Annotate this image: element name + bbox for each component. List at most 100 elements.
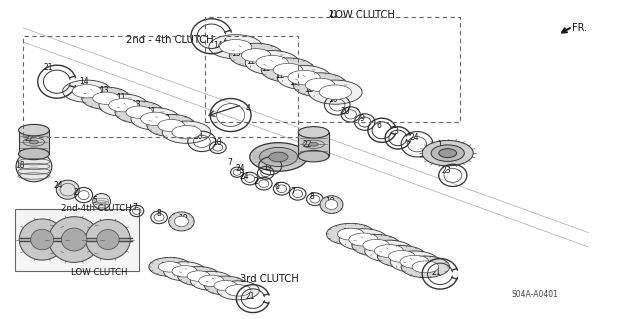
Ellipse shape [187,271,211,281]
Text: 13: 13 [161,262,170,271]
Ellipse shape [19,219,65,260]
Ellipse shape [131,108,179,130]
Ellipse shape [217,281,259,300]
Ellipse shape [388,250,415,262]
Bar [15,209,140,271]
Ellipse shape [298,151,329,162]
Ellipse shape [126,106,152,118]
Text: 11: 11 [116,93,125,102]
Text: 8: 8 [157,209,161,218]
Text: 1: 1 [438,141,442,150]
Text: 13: 13 [261,63,271,72]
Ellipse shape [115,101,164,123]
Text: 7: 7 [291,187,296,196]
Ellipse shape [72,85,102,98]
Ellipse shape [214,280,237,291]
Text: 14: 14 [79,77,88,86]
Text: 19: 19 [178,214,188,223]
Ellipse shape [390,251,439,272]
Text: 22: 22 [25,134,34,143]
Text: 24: 24 [410,133,419,142]
Ellipse shape [163,121,211,143]
Ellipse shape [349,233,378,246]
Text: 13: 13 [215,281,225,290]
Text: 11: 11 [393,251,403,260]
Ellipse shape [273,63,303,77]
Ellipse shape [412,261,438,273]
Text: 2: 2 [254,177,259,186]
Text: 2nd - 4th CLUTCH: 2nd - 4th CLUTCH [126,35,214,45]
Text: 8: 8 [310,192,315,201]
Text: 13: 13 [161,114,170,123]
Text: 21: 21 [245,292,255,301]
Ellipse shape [169,212,194,231]
Ellipse shape [86,219,131,260]
Text: 21: 21 [44,63,53,72]
Text: 13: 13 [131,100,141,109]
Text: 13: 13 [290,78,300,87]
Text: 6: 6 [376,121,381,130]
Text: S04A-A0401: S04A-A0401 [511,290,559,299]
Ellipse shape [320,196,343,213]
Ellipse shape [319,85,351,100]
Text: 7: 7 [132,203,137,212]
Ellipse shape [93,92,120,104]
Text: 11: 11 [202,276,211,285]
Ellipse shape [269,152,288,162]
Ellipse shape [199,275,224,286]
Text: 2nd-4th CLUTCH: 2nd-4th CLUTCH [61,204,132,213]
Text: 13: 13 [405,257,415,266]
Ellipse shape [82,87,131,109]
Bar [19,130,49,154]
Ellipse shape [256,56,288,70]
Ellipse shape [19,124,49,136]
Ellipse shape [241,49,271,62]
Ellipse shape [63,80,111,102]
Ellipse shape [277,65,331,90]
Ellipse shape [325,200,338,210]
Ellipse shape [61,228,87,251]
Text: 24: 24 [53,181,63,190]
Text: 3rd CLUTCH: 3rd CLUTCH [239,274,298,284]
Text: 22: 22 [303,140,312,149]
Ellipse shape [288,70,320,85]
Ellipse shape [378,246,426,267]
Text: 21: 21 [431,268,441,277]
Ellipse shape [298,127,329,138]
Ellipse shape [158,262,182,272]
Text: 13: 13 [99,86,109,95]
Text: 12: 12 [304,85,313,94]
Text: LOW CLUTCH: LOW CLUTCH [330,10,394,20]
Text: 2: 2 [74,188,79,197]
Text: 3: 3 [393,127,398,136]
Text: LOW CLUTCH: LOW CLUTCH [72,268,128,277]
Ellipse shape [305,78,335,92]
Ellipse shape [172,125,201,139]
Text: 15: 15 [417,262,427,271]
Ellipse shape [147,115,195,137]
Ellipse shape [172,266,197,277]
Text: 23: 23 [442,166,451,175]
Ellipse shape [261,58,315,82]
Ellipse shape [339,229,388,250]
Text: 23: 23 [274,149,284,158]
Text: 5: 5 [93,196,98,205]
Text: 14: 14 [213,41,223,50]
Text: 20: 20 [194,132,204,141]
Text: 19: 19 [324,197,334,206]
Text: 13: 13 [380,246,390,255]
Text: 21: 21 [328,10,337,19]
Text: 17: 17 [263,163,273,172]
Text: 10: 10 [328,95,337,104]
Text: 10: 10 [212,138,221,147]
Text: FR.: FR. [572,23,588,33]
Ellipse shape [164,262,205,281]
Ellipse shape [439,149,457,158]
Text: 11: 11 [175,267,184,276]
Text: 24: 24 [236,164,245,173]
Text: 12: 12 [276,71,285,80]
Ellipse shape [31,229,54,250]
Ellipse shape [352,234,401,256]
Ellipse shape [177,267,220,286]
Ellipse shape [204,276,246,295]
